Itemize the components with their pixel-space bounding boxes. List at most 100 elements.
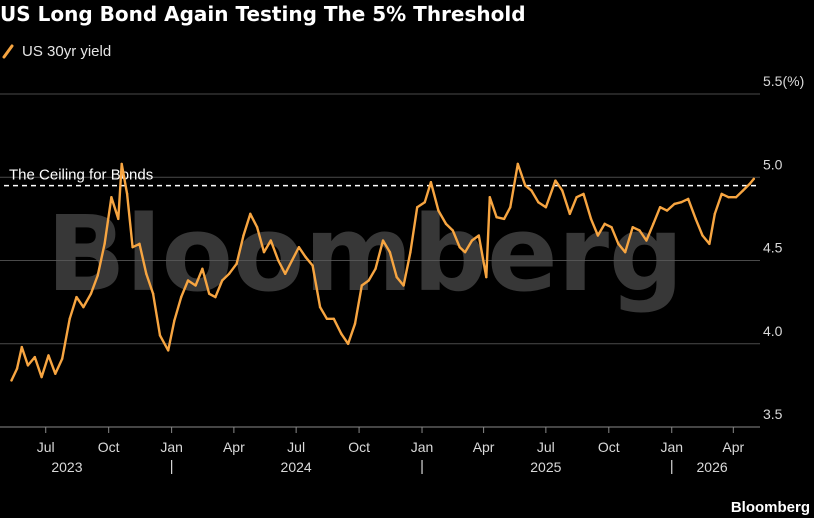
data-point <box>255 226 259 229</box>
source-label: Bloomberg <box>731 499 810 516</box>
data-point <box>617 242 620 246</box>
data-point <box>686 197 690 201</box>
data-point <box>388 250 392 254</box>
threshold-label: The Ceiling for Bonds <box>9 167 153 184</box>
x-tick-label: Oct <box>598 439 620 455</box>
data-point <box>311 264 314 267</box>
data-point <box>96 274 99 277</box>
data-point <box>477 234 481 237</box>
data-point <box>166 349 170 352</box>
data-point <box>20 345 23 349</box>
data-point <box>360 284 364 287</box>
data-point <box>509 206 512 209</box>
year-label: 2026 <box>697 459 728 475</box>
x-tick-label: Jan <box>411 439 434 455</box>
legend-swatch <box>2 44 14 59</box>
data-point <box>652 222 655 226</box>
data-point <box>624 250 627 254</box>
x-tick-label: Apr <box>473 439 495 455</box>
data-point <box>120 162 123 166</box>
data-point <box>451 229 455 232</box>
data-point <box>638 229 641 232</box>
data-point <box>741 189 745 192</box>
data-point <box>318 305 322 309</box>
data-point <box>15 367 19 370</box>
data-point <box>596 234 600 237</box>
year-label: 2025 <box>530 459 561 475</box>
data-point <box>575 196 578 199</box>
data-point <box>40 375 43 379</box>
data-point <box>54 372 57 375</box>
data-point <box>694 217 697 221</box>
data-point <box>68 317 71 320</box>
x-tick-label: Jul <box>37 439 55 455</box>
data-point <box>262 250 266 254</box>
x-tick-label: Jul <box>537 439 555 455</box>
data-point <box>208 292 211 295</box>
data-point <box>117 217 120 221</box>
year-label: 2024 <box>281 459 312 475</box>
data-point <box>502 217 506 221</box>
series-points <box>10 162 756 382</box>
data-point <box>748 182 751 186</box>
data-point <box>524 184 527 187</box>
x-tick-label: Apr <box>722 439 744 455</box>
data-point <box>374 267 377 271</box>
data-point <box>488 196 491 199</box>
data-point <box>269 239 273 242</box>
data-point <box>673 202 676 206</box>
data-point <box>516 162 520 166</box>
data-point <box>423 201 426 204</box>
y-tick-label: 4.0 <box>763 323 783 339</box>
y-tick-label: 3.5 <box>763 406 783 422</box>
data-point <box>561 189 564 192</box>
data-point <box>138 242 141 246</box>
data-point <box>158 334 162 337</box>
data-point <box>249 212 252 216</box>
data-point <box>429 181 433 184</box>
data-point <box>227 272 231 276</box>
x-tick-label: Oct <box>348 439 370 455</box>
data-point <box>214 295 217 299</box>
data-point <box>554 179 557 182</box>
data-point <box>495 216 498 219</box>
data-point <box>409 250 412 254</box>
data-point <box>125 192 129 196</box>
data-point <box>437 209 440 212</box>
data-point <box>283 272 287 276</box>
data-point <box>186 279 190 282</box>
data-point <box>110 196 113 199</box>
data-point <box>340 332 343 335</box>
data-point <box>589 217 593 221</box>
data-point <box>631 226 634 229</box>
data-point <box>367 279 370 282</box>
data-point <box>485 275 488 279</box>
data-point <box>346 342 350 345</box>
y-tick-label: 4.5 <box>763 240 783 256</box>
data-point <box>179 295 183 299</box>
series-line <box>10 162 755 382</box>
data-point <box>603 222 606 226</box>
data-point <box>201 267 204 271</box>
data-point <box>708 242 711 246</box>
data-point <box>325 317 329 320</box>
x-tick-label: Jan <box>160 439 183 455</box>
year-label: 2023 <box>51 459 82 475</box>
data-point <box>734 196 738 199</box>
x-axis: Jul Oct Jan Apr Jul Oct Jan Apr Jul Oct Jan Apr 2023… <box>37 427 745 475</box>
data-point <box>530 189 533 192</box>
chart-title: US Long Bond Again Testing The 5% Thresh… <box>0 2 526 26</box>
data-point <box>381 239 385 242</box>
x-tick-label: Oct <box>98 439 120 455</box>
data-point <box>26 364 30 367</box>
data-point <box>332 317 335 320</box>
data-point <box>145 272 148 276</box>
data-point <box>290 259 294 262</box>
data-point <box>463 250 467 254</box>
x-tick-label: Apr <box>223 439 245 455</box>
data-point <box>131 245 134 249</box>
data-point <box>416 206 419 209</box>
data-point <box>103 242 106 246</box>
data-point <box>173 319 176 322</box>
